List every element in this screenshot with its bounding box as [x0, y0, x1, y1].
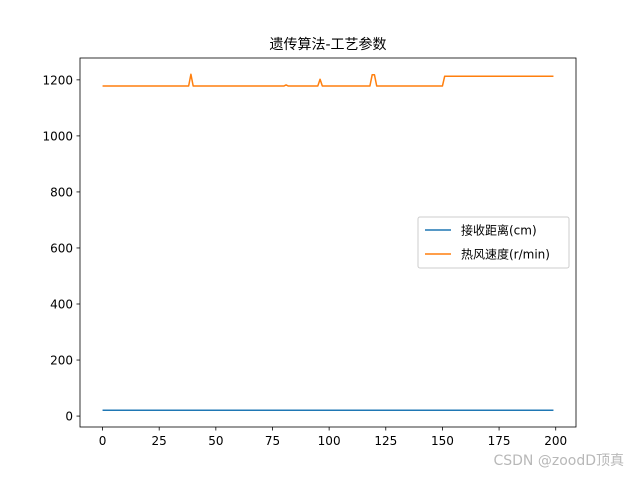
- watermark: CSDN @zoodD顶真: [493, 453, 624, 469]
- x-tick-label: 150: [431, 434, 454, 448]
- legend: 接收距离(cm) 热风速度(r/min): [417, 216, 570, 269]
- series-group: [102, 73, 554, 411]
- x-tick-label: 100: [318, 434, 341, 448]
- legend-label: 接收距离(cm): [461, 223, 537, 238]
- x-tick-label: 75: [265, 434, 280, 448]
- x-tick-label: 175: [488, 434, 511, 448]
- x-tick-label: 25: [152, 434, 167, 448]
- x-tick-label: 125: [374, 434, 397, 448]
- y-tick-label: 200: [50, 354, 73, 368]
- x-tick-label: 0: [99, 434, 107, 448]
- y-tick-label: 1200: [42, 73, 73, 87]
- x-tick-label: 200: [544, 434, 567, 448]
- y-tick-label: 600: [50, 241, 73, 255]
- y-tick-label: 800: [50, 185, 73, 199]
- y-tick-label: 0: [65, 410, 73, 424]
- plot-frame: [79, 57, 577, 428]
- y-axis: 0 200 400 600 800 1000 1200: [42, 73, 80, 424]
- legend-box: [417, 216, 570, 269]
- x-axis: 0 25 50 75 100 125 150 175 200: [99, 427, 567, 448]
- chart-title: 遗传算法-工艺参数: [269, 36, 386, 53]
- y-tick-label: 400: [50, 298, 73, 312]
- x-tick-label: 50: [208, 434, 223, 448]
- series-line: [102, 73, 554, 87]
- y-tick-label: 1000: [42, 129, 73, 143]
- legend-label: 热风速度(r/min): [461, 247, 550, 262]
